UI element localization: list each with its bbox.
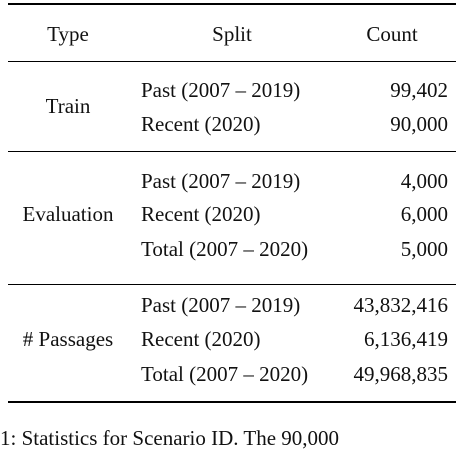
table-row-split: Recent (2020) [141, 112, 261, 136]
group-label-evaluation: Evaluation [22, 202, 114, 226]
top-rule [8, 3, 456, 5]
table-row-count: 4,000 [400, 169, 448, 193]
header-type: Type [47, 22, 89, 46]
group-separator-rule [8, 151, 456, 152]
table-row-split: Total (2007 – 2020) [141, 237, 309, 261]
table-row-split: Past (2007 – 2019) [141, 169, 301, 193]
group-label-train: Train [45, 94, 91, 118]
table-caption: 1: Statistics for Scenario ID. The 90,00… [0, 426, 340, 450]
table-row-count: 99,402 [390, 78, 448, 102]
table-row-split: Total (2007 – 2020) [141, 362, 309, 386]
table-row-count: 90,000 [390, 112, 448, 136]
header-split: Split [212, 22, 252, 46]
group-label-passages: # Passages [22, 327, 114, 351]
header-count: Count [366, 22, 418, 46]
table-row-count: 5,000 [400, 237, 448, 261]
bottom-rule [8, 401, 456, 403]
table-row-split: Recent (2020) [141, 327, 261, 351]
table-row-count: 6,136,419 [364, 327, 448, 351]
group-separator-rule [8, 284, 456, 285]
table-row-split: Past (2007 – 2019) [141, 293, 301, 317]
table-row-split: Past (2007 – 2019) [141, 78, 301, 102]
table-row-count: 49,968,835 [353, 362, 449, 386]
table-row-count: 43,832,416 [353, 293, 449, 317]
header-rule [8, 61, 456, 62]
table-row-split: Recent (2020) [141, 202, 261, 226]
table-row-count: 6,000 [400, 202, 448, 226]
